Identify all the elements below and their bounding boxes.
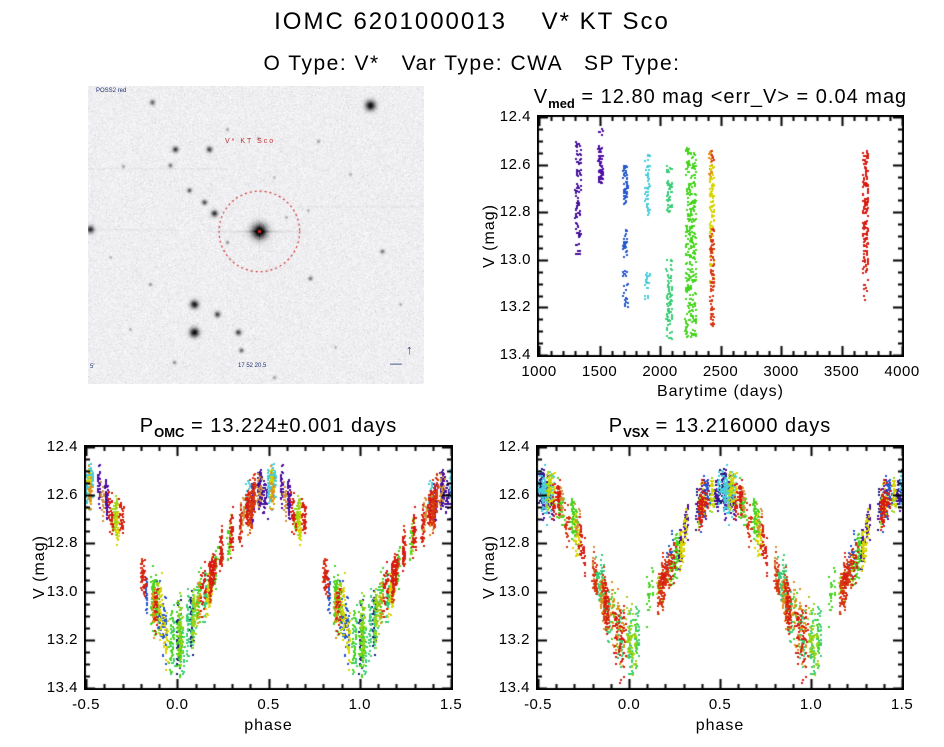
barytime-lightcurve-plot [537,115,904,357]
page-subtitle: O Type: V* Var Type: CWA SP Type: [263,52,681,75]
omc-phase-folded-plot [84,445,453,690]
y-tick-label: 13.2 [46,630,78,648]
y-tick-label: 12.6 [498,486,530,504]
title-prefix: P [608,415,624,437]
title-prefix: V [533,86,549,108]
compass-east-line-icon: — [390,356,402,370]
title-prefix: P [139,415,155,437]
title-subscript: med [548,96,575,111]
x-tick-label: 1.0 [799,696,823,713]
x-tick-label: 1.5 [890,696,914,713]
x-tick-label: 1.0 [348,696,371,713]
page-title: IOMC 6201000013 V* KT Sco [274,8,670,35]
x-tick-label: 0.5 [257,696,280,713]
y-tick-label: 12.6 [46,486,78,504]
compass-north-arrow-icon: ↑ [406,342,413,357]
x-tick-label: 1.5 [439,696,463,713]
y-tick-label: 12.4 [499,108,531,125]
y-tick-label: 13.4 [499,346,531,363]
x-tick-label: -0.5 [524,696,552,713]
title-rest: = 13.224±0.001 days [184,415,398,437]
barytime-plot-title: Vmed = 12.80 mag <err_V> = 0.04 mag [437,86,944,111]
finder-coord-label: 17 52 20.5 [238,363,267,369]
x-tick-label: 3500 [823,363,860,380]
y-tick-label: 13.0 [46,582,78,600]
x-tick-label: 2000 [642,363,678,380]
title-subscript: OMC [154,425,185,440]
vsx-phase-plot-title: PVSX = 13.216000 days [436,415,944,440]
x-tick-label: 0.5 [708,696,732,713]
y-tick-label: 13.2 [499,298,531,316]
finder-survey-label: POSS2 red [96,88,127,94]
y-tick-label: 13.2 [498,630,530,648]
x-tick-label: 2500 [702,363,739,380]
y-tick-label: 13.4 [46,679,78,696]
y-tick-label: 12.4 [498,438,530,455]
omc-phase-plot-title: POMC = 13.224±0.001 days [0,415,553,440]
y-tick-label: 12.6 [499,155,531,173]
x-tick-label: -0.5 [72,696,100,713]
y-tick-label: 12.4 [46,438,78,455]
y-tick-label: 12.8 [46,534,78,552]
title-rest: = 12.80 mag <err_V> = 0.04 mag [574,86,908,108]
y-tick-label: 12.8 [499,203,531,221]
x-tick-label: 1000 [521,363,557,380]
y-tick-label: 13.0 [498,582,530,600]
title-subscript: VSX [623,425,650,440]
x-axis-label: phase [244,717,293,734]
vsx-phase-folded-plot [536,445,904,690]
x-tick-label: 1500 [581,363,618,380]
x-tick-label: 0.0 [166,696,189,713]
title-rest: = 13.216000 days [649,415,832,437]
y-tick-label: 13.0 [499,250,531,268]
x-tick-label: 0.0 [617,696,641,713]
x-tick-label: 4000 [884,363,920,380]
x-tick-label: 3000 [763,363,799,380]
finder-chart: POSS2 red V* KT Sco 5' 17 52 20.5 ↑ — [88,86,424,384]
x-axis-label: phase [695,717,745,734]
finder-chart-image [88,86,424,384]
y-tick-label: 13.4 [498,679,530,696]
y-tick-label: 12.8 [498,534,530,552]
finder-scale-label: 5' [90,364,95,370]
finder-star-label: V* KT Sco [225,138,276,145]
x-axis-label: Barytime (days) [656,383,785,400]
